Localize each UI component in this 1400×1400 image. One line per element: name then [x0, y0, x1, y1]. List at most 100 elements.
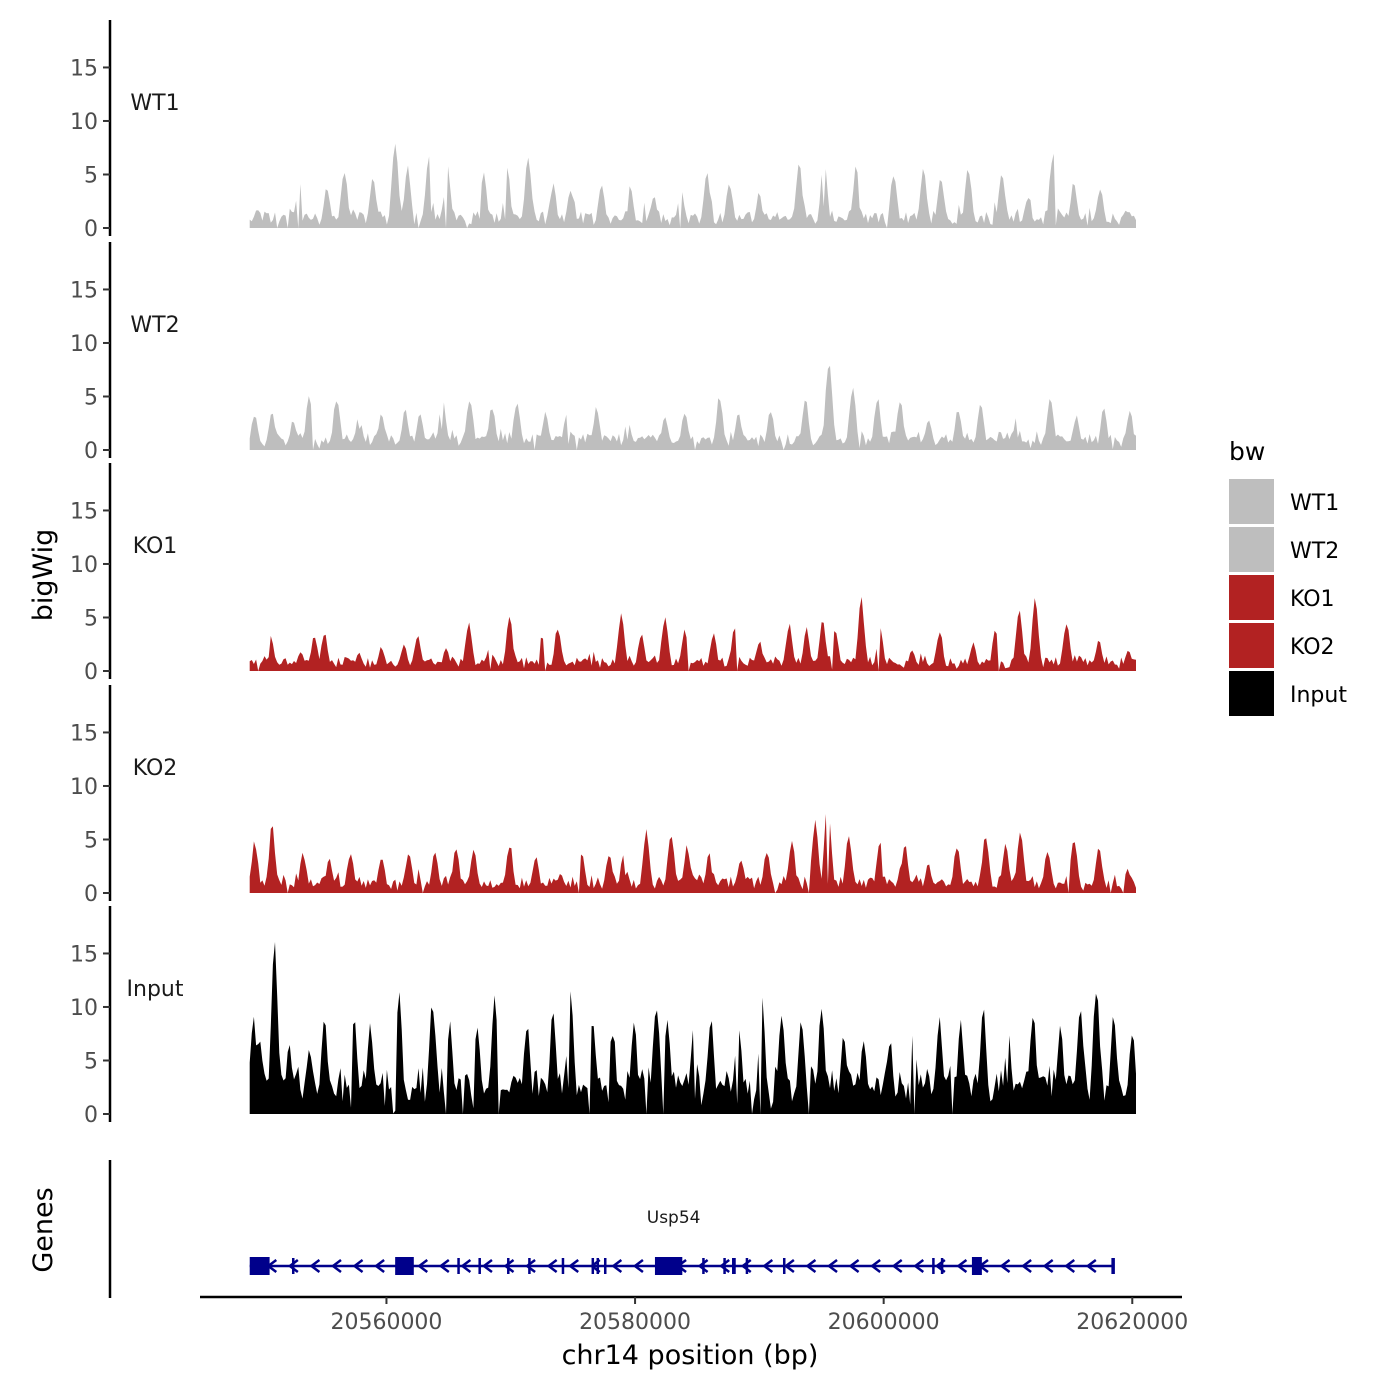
strand-arrow: [1064, 1259, 1076, 1273]
strand-arrow: [611, 1259, 623, 1273]
track-input: 0 5 10 15 Input: [70, 906, 1136, 1128]
strand-arrow: [999, 1259, 1011, 1273]
genes-axis-title: Genes: [28, 1187, 59, 1272]
track-ko2: 0 5 10 15 KO2: [70, 685, 1136, 907]
track-ko1: 0 5 10 15 KO1: [70, 463, 1136, 685]
y-tick-label-ko1-5: 5: [84, 606, 98, 631]
y-tick-label-ko2-0: 0: [84, 882, 98, 907]
exon-12: [654, 1257, 683, 1275]
track-label-input: Input: [127, 977, 184, 1002]
strand-arrow: [352, 1259, 364, 1273]
strand-arrow: [460, 1259, 472, 1273]
x-axis-title: chr14 position (bp): [562, 1340, 819, 1371]
strand-arrow: [481, 1259, 493, 1273]
legend-label-wt1: WT1: [1290, 491, 1339, 516]
strand-arrow: [1021, 1259, 1032, 1273]
y-tick-label-input-10: 10: [70, 996, 98, 1021]
y-tick-label-input-15: 15: [70, 942, 98, 967]
y-tick-label-ko2-5: 5: [84, 828, 98, 853]
signal-area-ko2: [249, 814, 1136, 893]
track-label-wt2: WT2: [130, 313, 179, 338]
exon-3: [395, 1257, 414, 1275]
legend-label-input: Input: [1290, 683, 1347, 708]
strand-arrow: [956, 1259, 968, 1273]
exon-16: [745, 1258, 749, 1274]
legend-swatch-ko2: [1229, 623, 1274, 668]
signal-area-wt1: [249, 143, 1136, 228]
y-tick-label-wt1-10: 10: [70, 110, 98, 135]
legend-title: bw: [1229, 437, 1265, 466]
exon-8: [561, 1258, 565, 1274]
strand-arrow: [374, 1259, 385, 1273]
strand-arrow: [697, 1259, 709, 1273]
exon-4: [457, 1258, 460, 1274]
x-axis: 20560000 20580000 20600000 20620000: [200, 1295, 1188, 1335]
y-tick-label-ko1-10: 10: [70, 553, 98, 578]
strand-arrow: [525, 1259, 536, 1273]
legend-label-wt2: WT2: [1290, 539, 1339, 564]
exon-20: [971, 1257, 982, 1275]
legend: bw WT1 WT2 KO1 KO2 Input: [1229, 437, 1347, 716]
exon-15: [732, 1258, 736, 1274]
y-tick-label-ko1-0: 0: [84, 660, 98, 685]
y-tick-label-ko1-15: 15: [70, 499, 98, 524]
track-label-wt1: WT1: [130, 91, 179, 116]
exon-7: [528, 1258, 531, 1274]
strand-arrow: [870, 1259, 881, 1273]
strand-arrow: [913, 1259, 925, 1273]
x-tick-label-20580000: 20580000: [579, 1310, 691, 1335]
legend-swatch-wt1: [1229, 479, 1274, 524]
strand-arrow: [503, 1259, 515, 1273]
track-wt1: 0 5 10 15 WT1: [70, 20, 1136, 242]
y-tick-label-wt1-5: 5: [84, 163, 98, 188]
y-tick-label-input-0: 0: [84, 1103, 98, 1128]
exon-6: [507, 1258, 510, 1274]
legend-swatch-wt2: [1229, 527, 1274, 572]
strand-arrow: [417, 1259, 429, 1273]
strand-arrow: [719, 1259, 730, 1273]
x-tick-label-20620000: 20620000: [1076, 1310, 1188, 1335]
y-tick-label-wt2-15: 15: [70, 278, 98, 303]
y-tick-label-wt2-10: 10: [70, 332, 98, 357]
track-label-ko2: KO2: [133, 756, 178, 781]
exon-2: [291, 1258, 295, 1274]
signal-area-ko1: [249, 597, 1136, 671]
strand-arrow: [848, 1259, 860, 1273]
gene-track: Usp54: [108, 1160, 1115, 1298]
strand-arrow: [1085, 1259, 1097, 1273]
legend-label-ko2: KO2: [1290, 635, 1335, 660]
strand-arrow: [783, 1259, 795, 1273]
strand-arrow: [805, 1259, 817, 1273]
strand-arrow: [762, 1259, 774, 1273]
exon-10: [596, 1258, 600, 1274]
gene-label: Usp54: [647, 1208, 701, 1228]
y-tick-label-wt2-5: 5: [84, 385, 98, 410]
exon-19: [940, 1258, 944, 1274]
strand-arrow: [632, 1259, 644, 1273]
track-label-ko1: KO1: [133, 534, 178, 559]
y-tick-label-ko2-10: 10: [70, 775, 98, 800]
x-tick-label-20600000: 20600000: [828, 1310, 940, 1335]
strand-arrow: [546, 1259, 558, 1273]
signal-area-wt2: [249, 365, 1136, 450]
legend-label-ko1: KO1: [1290, 587, 1335, 612]
signal-area-input: [249, 942, 1136, 1114]
y-tick-label-wt2-0: 0: [84, 439, 98, 464]
exon-13: [702, 1258, 705, 1274]
strand-arrow: [826, 1259, 838, 1273]
exon-9: [591, 1258, 595, 1274]
y-axis-title: bigWig: [28, 529, 59, 622]
x-tick-label-20560000: 20560000: [330, 1310, 442, 1335]
strand-arrow: [568, 1259, 579, 1273]
exon-5: [478, 1258, 481, 1274]
exon-18: [932, 1258, 935, 1274]
exon-14: [723, 1258, 726, 1274]
y-tick-label-wt1-0: 0: [84, 217, 98, 242]
strand-arrow: [287, 1259, 299, 1273]
bigwig-tracks: 0 5 10 15 WT1 0 5 10 15 WT2 0 5 10 15 KO1 0 5 10 15 KO2 0 5 10…: [70, 20, 1136, 1128]
strand-arrow: [891, 1259, 903, 1273]
track-wt2: 0 5 10 15 WT2: [70, 242, 1136, 464]
strand-arrow: [330, 1259, 342, 1273]
exon-17: [782, 1258, 786, 1274]
